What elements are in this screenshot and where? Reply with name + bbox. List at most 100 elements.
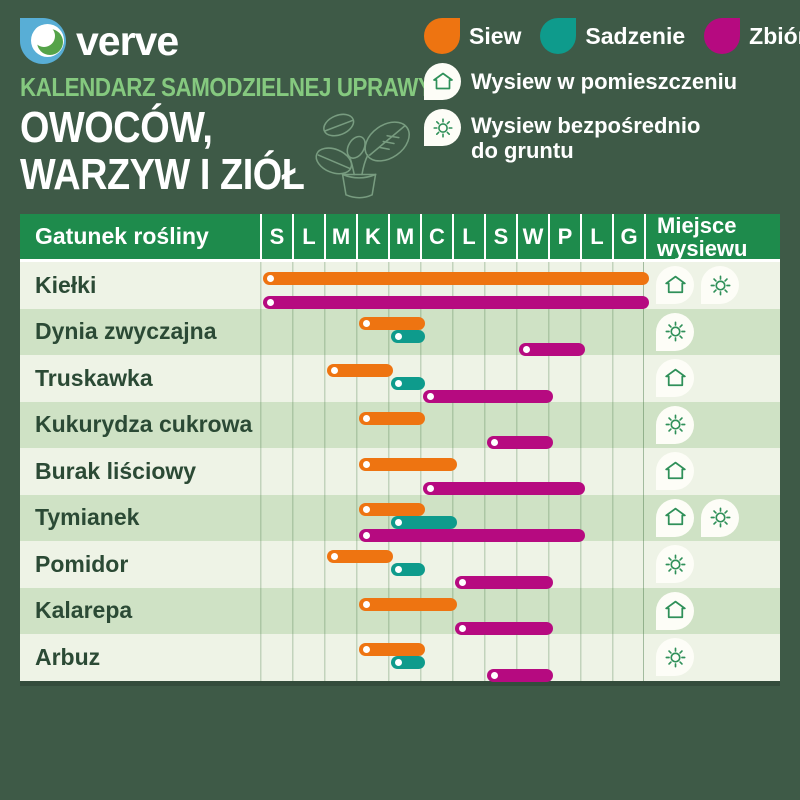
month-header-cell-6: C bbox=[420, 214, 452, 259]
bar-start-dot bbox=[362, 600, 370, 608]
outdoor-sowing-icon bbox=[656, 312, 694, 351]
gantt-bar-zbior bbox=[519, 343, 585, 356]
legend-item-siew: Siew bbox=[424, 18, 521, 54]
table-row-kalarepa: Kalarepa bbox=[20, 587, 780, 635]
gantt-bar-sadzenie bbox=[391, 516, 457, 529]
gantt-bar-zbior bbox=[423, 482, 585, 495]
bar-start-dot bbox=[362, 645, 370, 653]
row-label: Kalarepa bbox=[35, 597, 133, 624]
month-header-cell-8: S bbox=[484, 214, 516, 259]
bar-start-dot bbox=[458, 624, 466, 632]
gantt-bar-siew bbox=[359, 642, 425, 656]
gantt-bar-zbior bbox=[359, 529, 585, 542]
table-row-burak-li-ciowy: Burak liściowy bbox=[20, 448, 780, 495]
outdoor-sowing-icon bbox=[701, 498, 739, 537]
legend-item-indoor: Wysiew w pomieszczeniu bbox=[424, 63, 790, 100]
gantt-bar-zbior bbox=[455, 575, 553, 589]
indoor-sowing-icon bbox=[656, 498, 694, 537]
month-header-cell-7: L bbox=[452, 214, 484, 259]
gantt-bar-siew bbox=[359, 411, 425, 425]
sadzenie-swatch-icon bbox=[540, 18, 577, 54]
siew-swatch-icon bbox=[424, 18, 460, 54]
gantt-bar-siew bbox=[359, 503, 425, 516]
indoor-legend-label: Wysiew w pomieszczeniu bbox=[471, 69, 738, 94]
indoor-sowing-icon bbox=[656, 452, 694, 491]
row-label: Kiełki bbox=[35, 271, 97, 298]
row-icons bbox=[644, 588, 780, 635]
sun-icon bbox=[424, 109, 461, 146]
gantt-bar-sadzenie bbox=[391, 330, 425, 343]
gantt-bar-siew bbox=[327, 363, 393, 377]
bar-start-dot bbox=[362, 532, 370, 539]
place-column-header: Miejsce wysiewu bbox=[644, 214, 780, 260]
bar-start-dot bbox=[330, 366, 338, 374]
gantt-bar-zbior bbox=[487, 668, 553, 682]
bar-start-dot bbox=[394, 658, 402, 666]
page-title: OWOCÓW, WARZYW I ZIÓŁ bbox=[20, 103, 305, 198]
bar-start-dot bbox=[490, 671, 498, 679]
month-header-cell-10: P bbox=[548, 214, 580, 259]
bar-start-dot bbox=[458, 578, 466, 586]
siew-label: Siew bbox=[469, 22, 522, 49]
table-row-tymianek: Tymianek bbox=[20, 494, 780, 542]
row-chart bbox=[260, 448, 644, 495]
row-label: Burak liściowy bbox=[35, 457, 197, 484]
row-icons bbox=[644, 262, 780, 309]
legend-item-zbior: Zbiór bbox=[704, 18, 800, 54]
row-label: Tymianek bbox=[35, 504, 140, 531]
brand-name: verve bbox=[76, 18, 179, 64]
sadzenie-label: Sadzenie bbox=[585, 22, 686, 49]
bar-start-dot bbox=[490, 438, 498, 446]
gantt-bar-siew bbox=[359, 458, 457, 471]
month-header-cell-2: L bbox=[292, 214, 324, 259]
table-row-dynia-zwyczajna: Dynia zwyczajna bbox=[20, 308, 780, 356]
row-label: Truskawka bbox=[35, 364, 153, 391]
row-icons bbox=[644, 355, 780, 402]
outdoor-sowing-icon bbox=[656, 638, 694, 677]
zbior-label: Zbiór bbox=[749, 22, 800, 49]
legend: Siew Sadzenie Zbiór Wysiew w pomieszczen… bbox=[424, 18, 800, 163]
bar-start-dot bbox=[362, 506, 370, 513]
row-label: Pomidor bbox=[35, 550, 129, 577]
gantt-bar-sadzenie bbox=[391, 655, 425, 669]
outdoor-sowing-icon bbox=[656, 545, 694, 584]
bar-start-dot bbox=[394, 333, 402, 340]
table-row-truskawka: Truskawka bbox=[20, 355, 780, 403]
page-title-line1: OWOCÓW, bbox=[20, 103, 213, 152]
legend-item-outdoor: Wysiew bezpośrednio do gruntu bbox=[424, 109, 790, 163]
gantt-bar-sadzenie bbox=[391, 376, 425, 390]
row-chart bbox=[260, 634, 644, 682]
verve-drop-icon bbox=[20, 18, 66, 64]
row-chart bbox=[260, 494, 644, 542]
bar-start-dot bbox=[394, 565, 402, 573]
bar-start-dot bbox=[266, 275, 274, 282]
verve-logo: verve bbox=[20, 18, 179, 64]
gantt-bar-siew bbox=[263, 272, 649, 285]
house-icon bbox=[424, 63, 461, 100]
month-header-cell-4: K bbox=[356, 214, 388, 259]
indoor-sowing-icon bbox=[656, 266, 694, 305]
row-icons bbox=[644, 495, 780, 542]
bar-start-dot bbox=[522, 346, 530, 353]
row-icons bbox=[644, 541, 780, 588]
gantt-bar-sadzenie bbox=[391, 562, 425, 576]
row-chart bbox=[260, 541, 644, 589]
row-label: Dynia zwyczajna bbox=[35, 318, 217, 345]
month-header-cell-12: G bbox=[612, 214, 644, 259]
zbior-swatch-icon bbox=[704, 18, 741, 54]
row-icons bbox=[644, 634, 780, 681]
row-icons bbox=[644, 448, 780, 495]
gantt-bar-zbior bbox=[487, 435, 553, 449]
legend-activities: Siew Sadzenie Zbiór bbox=[424, 18, 800, 54]
outdoor-sowing-icon bbox=[656, 405, 694, 444]
gantt-bar-zbior bbox=[455, 621, 553, 635]
bar-start-dot bbox=[362, 414, 370, 422]
bar-start-dot bbox=[362, 320, 370, 327]
bar-start-dot bbox=[394, 379, 402, 387]
gantt-bar-zbior bbox=[263, 296, 649, 309]
table-body: Kiełki Dynia zwyczajna Truskawka Kukurydza … bbox=[20, 262, 780, 682]
potted-plant-illustration-icon bbox=[315, 113, 410, 199]
